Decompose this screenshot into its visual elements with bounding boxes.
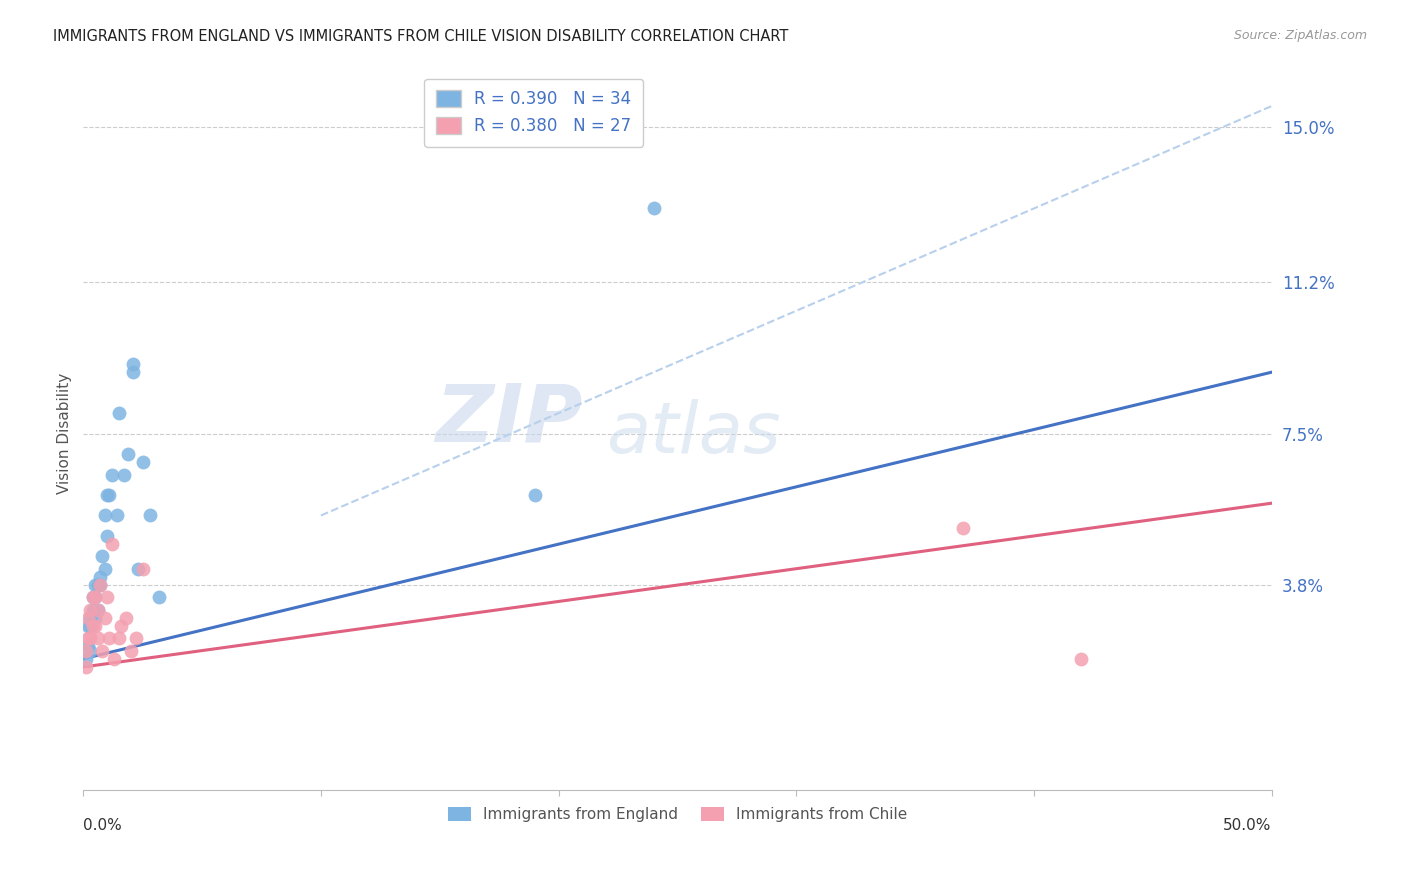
Point xyxy=(122,357,145,371)
Point xyxy=(98,632,121,646)
Point xyxy=(93,508,115,523)
Point xyxy=(77,619,100,633)
Point xyxy=(84,619,107,633)
Point xyxy=(101,537,124,551)
Point xyxy=(93,562,115,576)
Point xyxy=(131,562,153,576)
Legend: Immigrants from England, Immigrants from Chile: Immigrants from England, Immigrants from… xyxy=(441,801,914,829)
Text: 0.0%: 0.0% xyxy=(83,819,122,833)
Point xyxy=(643,202,665,216)
Point xyxy=(139,508,162,523)
Point xyxy=(75,652,97,666)
Point xyxy=(1070,652,1092,666)
Text: atlas: atlas xyxy=(606,399,780,468)
Point xyxy=(84,591,107,605)
Point xyxy=(96,529,118,543)
Point xyxy=(86,602,108,616)
Point xyxy=(148,591,170,605)
Point xyxy=(96,591,118,605)
Text: ZIP: ZIP xyxy=(434,380,582,458)
Point xyxy=(79,643,101,657)
Point xyxy=(523,488,546,502)
Point xyxy=(86,578,108,592)
Point xyxy=(103,652,125,666)
Point xyxy=(82,602,104,616)
Point xyxy=(120,643,142,657)
Point xyxy=(115,611,138,625)
Point xyxy=(117,447,139,461)
Point xyxy=(82,619,104,633)
Point xyxy=(82,591,104,605)
Point xyxy=(77,640,100,654)
Point xyxy=(89,578,111,592)
Point xyxy=(952,521,974,535)
Text: Source: ZipAtlas.com: Source: ZipAtlas.com xyxy=(1233,29,1367,42)
Point xyxy=(131,455,153,469)
Point xyxy=(75,660,97,674)
Point xyxy=(110,619,132,633)
Point xyxy=(79,611,101,625)
Point xyxy=(84,611,107,625)
Point xyxy=(79,619,101,633)
Point xyxy=(105,508,128,523)
Point xyxy=(84,591,107,605)
Point xyxy=(101,467,124,482)
Point xyxy=(112,467,135,482)
Point xyxy=(127,562,149,576)
Point xyxy=(122,365,145,379)
Point xyxy=(84,578,107,592)
Point xyxy=(77,611,100,625)
Point xyxy=(108,406,131,420)
Point xyxy=(93,611,115,625)
Point xyxy=(77,632,100,646)
Point xyxy=(124,632,146,646)
Point xyxy=(79,632,101,646)
Point xyxy=(75,643,97,657)
Point xyxy=(96,488,118,502)
Text: IMMIGRANTS FROM ENGLAND VS IMMIGRANTS FROM CHILE VISION DISABILITY CORRELATION C: IMMIGRANTS FROM ENGLAND VS IMMIGRANTS FR… xyxy=(53,29,789,44)
Point xyxy=(86,602,108,616)
Point xyxy=(86,632,108,646)
Point xyxy=(82,591,104,605)
Point xyxy=(89,570,111,584)
Y-axis label: Vision Disability: Vision Disability xyxy=(58,373,72,494)
Point xyxy=(98,488,121,502)
Point xyxy=(108,632,131,646)
Point xyxy=(79,602,101,616)
Point xyxy=(89,578,111,592)
Point xyxy=(91,643,114,657)
Text: 50.0%: 50.0% xyxy=(1223,819,1271,833)
Point xyxy=(91,549,114,564)
